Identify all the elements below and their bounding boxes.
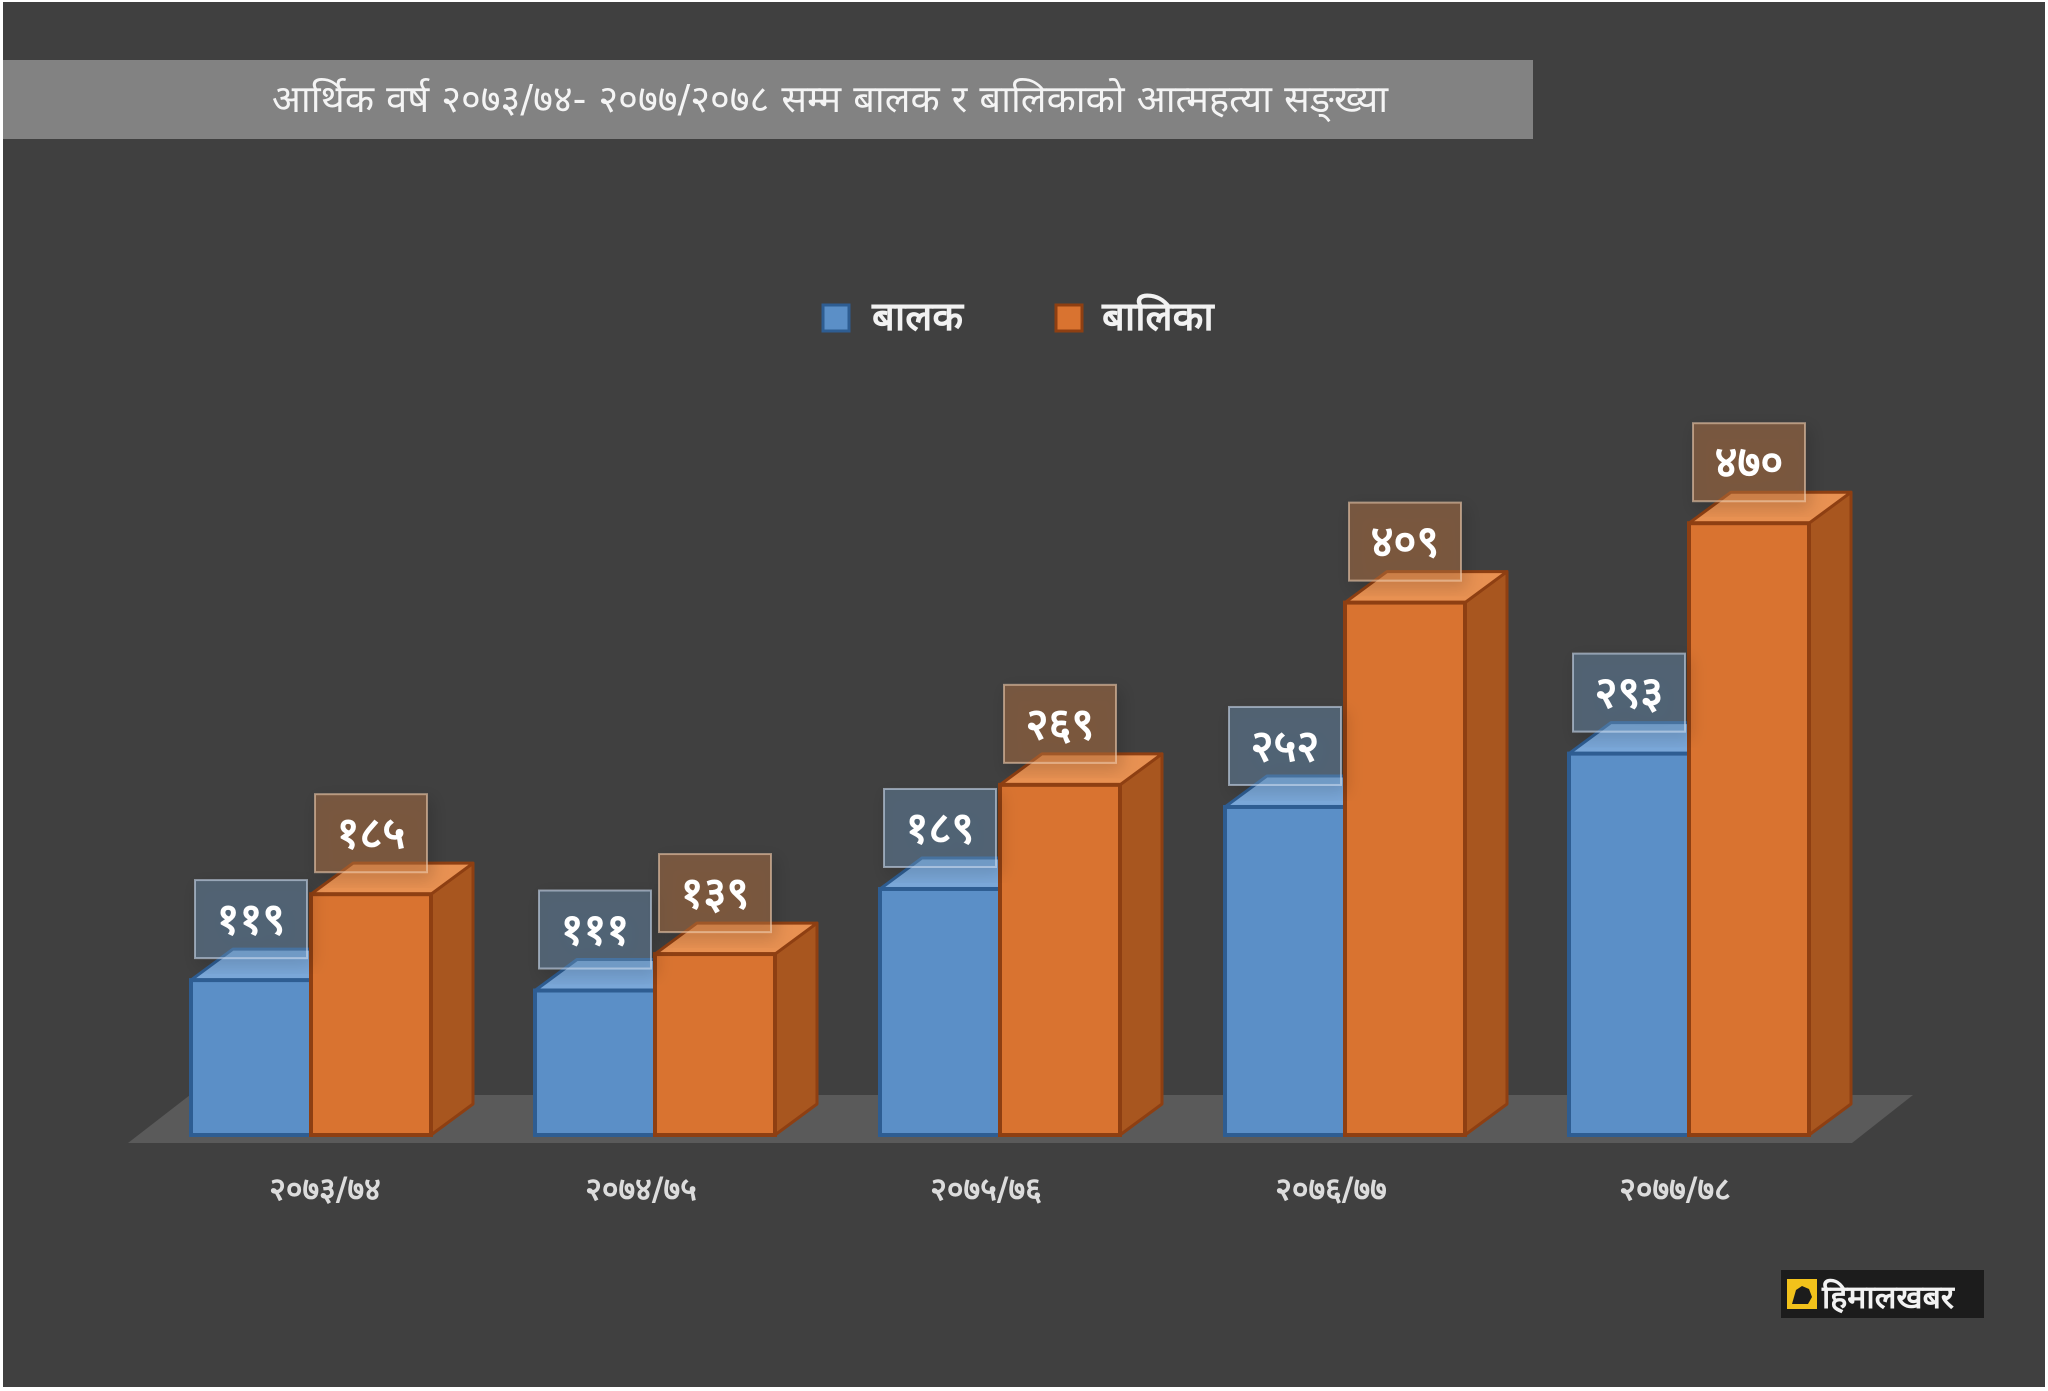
data-label-text-boys-0: ११९ [217, 894, 286, 945]
x-tick-label-2: २०७५/७६ [930, 1170, 1042, 1208]
bar-girls-0 [309, 861, 475, 1137]
data-label-text-girls-3: ४०९ [1371, 517, 1440, 568]
data-label-boys-3: २५२ [1228, 705, 1342, 786]
x-tick-label-0: २०७३/७४ [269, 1170, 381, 1208]
bar-front-boys-4 [1567, 751, 1691, 1138]
data-label-girls-2: २६९ [1003, 683, 1117, 764]
bar-front-girls-1 [653, 952, 777, 1138]
data-label-text-boys-4: २९३ [1595, 668, 1664, 719]
data-label-box-girls-4 [1692, 422, 1806, 503]
data-label-boys-2: १८९ [883, 787, 997, 868]
data-label-text-boys-2: १८९ [906, 803, 975, 854]
bar-side-girls-4 [1807, 490, 1853, 1137]
bar-front-boys-2 [878, 886, 1002, 1137]
data-label-box-girls-0 [314, 793, 428, 874]
x-tick-label-1: २०७४/७५ [585, 1170, 697, 1208]
bar-side-girls-2 [1118, 752, 1164, 1137]
data-label-girls-3: ४०९ [1348, 501, 1462, 582]
data-label-girls-4: ४७० [1692, 422, 1806, 503]
data-label-text-girls-2: २६९ [1026, 699, 1095, 750]
data-label-text-girls-0: १८५ [337, 808, 406, 859]
legend-swatch-boys [821, 303, 851, 333]
bar-girls-4 [1687, 490, 1853, 1137]
bar-girls-1 [653, 921, 819, 1138]
data-label-boys-4: २९३ [1572, 652, 1686, 733]
bar-side-girls-3 [1463, 570, 1509, 1137]
data-label-box-girls-1 [658, 853, 772, 934]
legend-label-boys: बालक [871, 294, 964, 340]
data-label-box-boys-3 [1228, 705, 1342, 786]
data-label-boys-1: १११ [538, 889, 652, 970]
bar-side-girls-1 [773, 921, 819, 1137]
data-label-boys-0: ११९ [194, 879, 308, 960]
bar-front-boys-0 [189, 978, 313, 1138]
data-label-box-girls-3 [1348, 501, 1462, 582]
bar-front-girls-0 [309, 892, 433, 1137]
x-axis-labels: २०७३/७४ २०७४/७५ २०७५/७६ २०७६/७७ २०७७/७८ [269, 1170, 1731, 1208]
data-label-text-boys-3: २५२ [1251, 721, 1320, 772]
title-band [3, 60, 1533, 139]
data-label-box-boys-4 [1572, 652, 1686, 733]
bar-girls-2 [998, 752, 1164, 1137]
data-label-girls-1: १३९ [658, 853, 772, 934]
logo-text: हिमालखबर [1821, 1278, 1956, 1316]
bar-front-boys-1 [533, 988, 657, 1137]
data-label-box-boys-2 [883, 787, 997, 868]
legend: बालक बालिका [821, 293, 1215, 340]
bar-front-girls-3 [1343, 600, 1467, 1137]
logo: हिमालखबर [1781, 1270, 1984, 1318]
bar-girls-3 [1343, 570, 1509, 1137]
x-tick-label-3: २०७६/७७ [1275, 1170, 1387, 1208]
data-label-text-boys-1: १११ [561, 905, 630, 956]
data-label-girls-0: १८५ [314, 793, 428, 874]
data-label-box-girls-2 [1003, 683, 1117, 764]
bar-side-girls-0 [429, 861, 475, 1137]
yeti-logo-glyph [1792, 1286, 1812, 1304]
bars-group: ११९ १८५ १११ १३९ १८९ २६९ २५२ ४०९ २९३ ४७० [189, 422, 1853, 1138]
x-tick-label-4: २०७७/७८ [1619, 1170, 1731, 1208]
data-label-box-boys-1 [538, 889, 652, 970]
bar-front-girls-2 [998, 782, 1122, 1137]
data-label-box-boys-0 [194, 879, 308, 960]
data-label-text-girls-1: १३९ [681, 868, 750, 919]
legend-swatch-girls [1054, 303, 1084, 333]
data-label-text-girls-4: ४७० [1715, 437, 1784, 488]
legend-label-girls: बालिका [1101, 293, 1215, 340]
chart-title: आर्थिक वर्ष २०७३/७४- २०७७/२०७८ सम्म बालक… [272, 77, 1389, 122]
bar-front-girls-4 [1687, 521, 1811, 1137]
bar-front-boys-3 [1223, 804, 1347, 1138]
